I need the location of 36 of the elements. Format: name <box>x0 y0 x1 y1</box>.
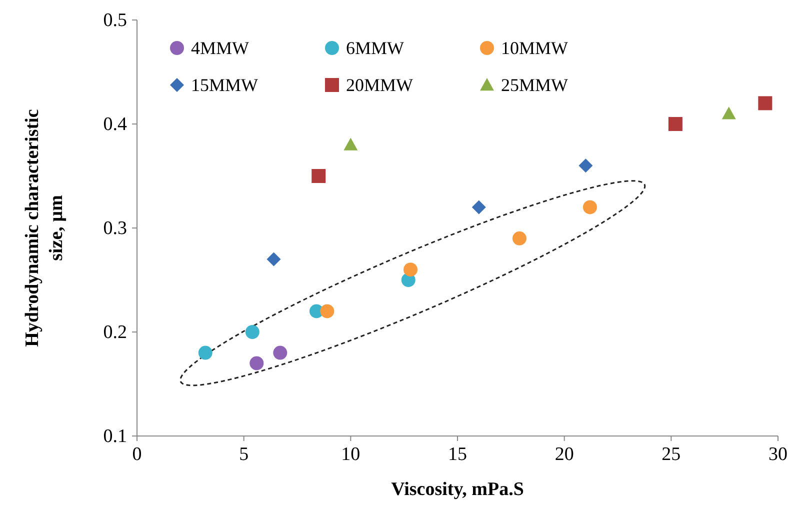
point <box>578 158 593 173</box>
x-tick-label: 15 <box>448 444 467 465</box>
legend-label: 4MMW <box>191 38 250 58</box>
point <box>198 346 212 360</box>
legend-label: 20MMW <box>346 75 414 95</box>
point <box>403 262 418 277</box>
point <box>582 200 597 214</box>
y-tick-label: 0.5 <box>103 10 127 31</box>
x-tick-label: 25 <box>662 444 681 465</box>
y-axis-title: Hydrodynamic characteristic size, µm <box>22 109 67 347</box>
point <box>312 169 326 183</box>
point <box>320 304 334 318</box>
x-tick-label: 5 <box>239 444 249 465</box>
point <box>472 200 486 214</box>
point <box>250 356 264 370</box>
legend-label: 10MMW <box>501 38 568 58</box>
point <box>273 346 288 360</box>
x-tick-label: 20 <box>554 444 574 465</box>
point <box>722 106 736 120</box>
y-tick-label: 0.3 <box>103 218 127 239</box>
y-tick-label: 0.1 <box>103 426 127 447</box>
x-axis-title: Viscosity, mPa.S <box>391 479 524 500</box>
point <box>668 117 682 131</box>
x-tick-label: 0 <box>132 444 142 465</box>
point <box>758 96 772 110</box>
point <box>344 138 358 150</box>
point <box>512 231 526 246</box>
x-tick-label: 30 <box>768 444 788 465</box>
y-tick-label: 0.2 <box>103 322 127 343</box>
point <box>266 252 281 266</box>
y-tick-label: 0.4 <box>103 114 128 135</box>
legend-label: 15MMW <box>191 75 258 95</box>
legend-label: 25MMW <box>501 75 568 95</box>
x-tick-label: 10 <box>341 444 360 465</box>
legend-label: 6MMW <box>346 38 404 58</box>
point <box>245 325 260 339</box>
